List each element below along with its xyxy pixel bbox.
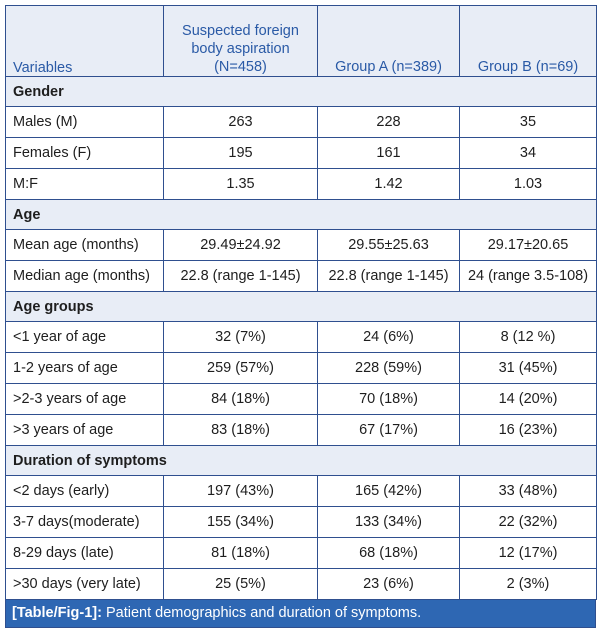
section-row: Gender xyxy=(5,76,597,107)
row-label: M:F xyxy=(5,168,164,200)
table-row: Median age (months) 22.8 (range 1-145) 22.… xyxy=(5,260,597,292)
section-title: Age groups xyxy=(5,291,597,322)
cell-value: 161 xyxy=(317,137,460,169)
cell-value: 29.49±24.92 xyxy=(163,229,318,261)
cell-value: 25 (5%) xyxy=(163,568,318,600)
header-row: Variables Suspected foreign body aspirat… xyxy=(5,5,597,77)
section-row: Age xyxy=(5,199,597,230)
cell-value: 81 (18%) xyxy=(163,537,318,569)
cell-value: 1.03 xyxy=(459,168,597,200)
header-variables: Variables xyxy=(5,5,164,77)
cell-value: 35 xyxy=(459,106,597,138)
cell-value: 12 (17%) xyxy=(459,537,597,569)
row-label: Males (M) xyxy=(5,106,164,138)
row-label: Mean age (months) xyxy=(5,229,164,261)
cell-value: 1.35 xyxy=(163,168,318,200)
table-row: Mean age (months) 29.49±24.92 29.55±25.63 2… xyxy=(5,229,597,261)
table-body: Gender Males (M) 263 228 35 Females (F) 195 161… xyxy=(5,76,597,600)
row-label: Females (F) xyxy=(5,137,164,169)
row-label: 1-2 years of age xyxy=(5,352,164,384)
cell-value: 23 (6%) xyxy=(317,568,460,600)
table-row: 3-7 days(moderate) 155 (34%) 133 (34%) 22 (… xyxy=(5,506,597,538)
table-row: >3 years of age 83 (18%) 67 (17%) 16 (23%) xyxy=(5,414,597,446)
table-row: Females (F) 195 161 34 xyxy=(5,137,597,169)
table-row: 1-2 years of age 259 (57%) 228 (59%) 31 (45… xyxy=(5,352,597,384)
cell-value: 32 (7%) xyxy=(163,321,318,353)
header-group-b: Group B (n=69) xyxy=(459,5,597,77)
cell-value: 67 (17%) xyxy=(317,414,460,446)
cell-value: 84 (18%) xyxy=(163,383,318,415)
cell-value: 263 xyxy=(163,106,318,138)
table-row: >2-3 years of age 84 (18%) 70 (18%) 14 (20%… xyxy=(5,383,597,415)
cell-value: 83 (18%) xyxy=(163,414,318,446)
cell-value: 133 (34%) xyxy=(317,506,460,538)
cell-value: 68 (18%) xyxy=(317,537,460,569)
cell-value: 1.42 xyxy=(317,168,460,200)
demographics-table: Variables Suspected foreign body aspirat… xyxy=(5,5,597,600)
table-row: <1 year of age 32 (7%) 24 (6%) 8 (12 %) xyxy=(5,321,597,353)
cell-value: 22 (32%) xyxy=(459,506,597,538)
cell-value: 165 (42%) xyxy=(317,475,460,507)
caption-text: Patient demographics and duration of sym… xyxy=(101,605,422,621)
row-label: 3-7 days(moderate) xyxy=(5,506,164,538)
cell-value: 24 (range 3.5-108) xyxy=(459,260,597,292)
cell-value: 2 (3%) xyxy=(459,568,597,600)
table-row: Males (M) 263 228 35 xyxy=(5,106,597,138)
row-label: Median age (months) xyxy=(5,260,164,292)
cell-value: 22.8 (range 1-145) xyxy=(163,260,318,292)
section-row: Duration of symptoms xyxy=(5,445,597,476)
row-label: 8-29 days (late) xyxy=(5,537,164,569)
cell-value: 29.55±25.63 xyxy=(317,229,460,261)
cell-value: 259 (57%) xyxy=(163,352,318,384)
header-group-a: Group A (n=389) xyxy=(317,5,460,77)
section-title: Age xyxy=(5,199,597,230)
cell-value: 24 (6%) xyxy=(317,321,460,353)
cell-value: 14 (20%) xyxy=(459,383,597,415)
caption-ref: [Table/Fig-1]: xyxy=(12,605,102,621)
cell-value: 197 (43%) xyxy=(163,475,318,507)
cell-value: 29.17±20.65 xyxy=(459,229,597,261)
section-title: Duration of symptoms xyxy=(5,445,597,476)
cell-value: 34 xyxy=(459,137,597,169)
cell-value: 31 (45%) xyxy=(459,352,597,384)
table-row: <2 days (early) 197 (43%) 165 (42%) 33 (48%… xyxy=(5,475,597,507)
cell-value: 70 (18%) xyxy=(317,383,460,415)
section-title: Gender xyxy=(5,76,597,107)
table-row: M:F 1.35 1.42 1.03 xyxy=(5,168,597,200)
cell-value: 228 (59%) xyxy=(317,352,460,384)
row-label: >2-3 years of age xyxy=(5,383,164,415)
header-suspected-fba: Suspected foreign body aspiration (N=458… xyxy=(163,5,318,77)
row-label: >3 years of age xyxy=(5,414,164,446)
cell-value: 22.8 (range 1-145) xyxy=(317,260,460,292)
table-figure: Variables Suspected foreign body aspirat… xyxy=(5,5,597,628)
row-label: <2 days (early) xyxy=(5,475,164,507)
cell-value: 33 (48%) xyxy=(459,475,597,507)
cell-value: 16 (23%) xyxy=(459,414,597,446)
cell-value: 228 xyxy=(317,106,460,138)
cell-value: 8 (12 %) xyxy=(459,321,597,353)
table-row: >30 days (very late) 25 (5%) 23 (6%) 2 (3%) xyxy=(5,568,597,600)
table-caption: [Table/Fig-1]: Patient demographics and … xyxy=(5,600,596,628)
cell-value: 195 xyxy=(163,137,318,169)
table-row: 8-29 days (late) 81 (18%) 68 (18%) 12 (17%) xyxy=(5,537,597,569)
row-label: >30 days (very late) xyxy=(5,568,164,600)
cell-value: 155 (34%) xyxy=(163,506,318,538)
section-row: Age groups xyxy=(5,291,597,322)
row-label: <1 year of age xyxy=(5,321,164,353)
